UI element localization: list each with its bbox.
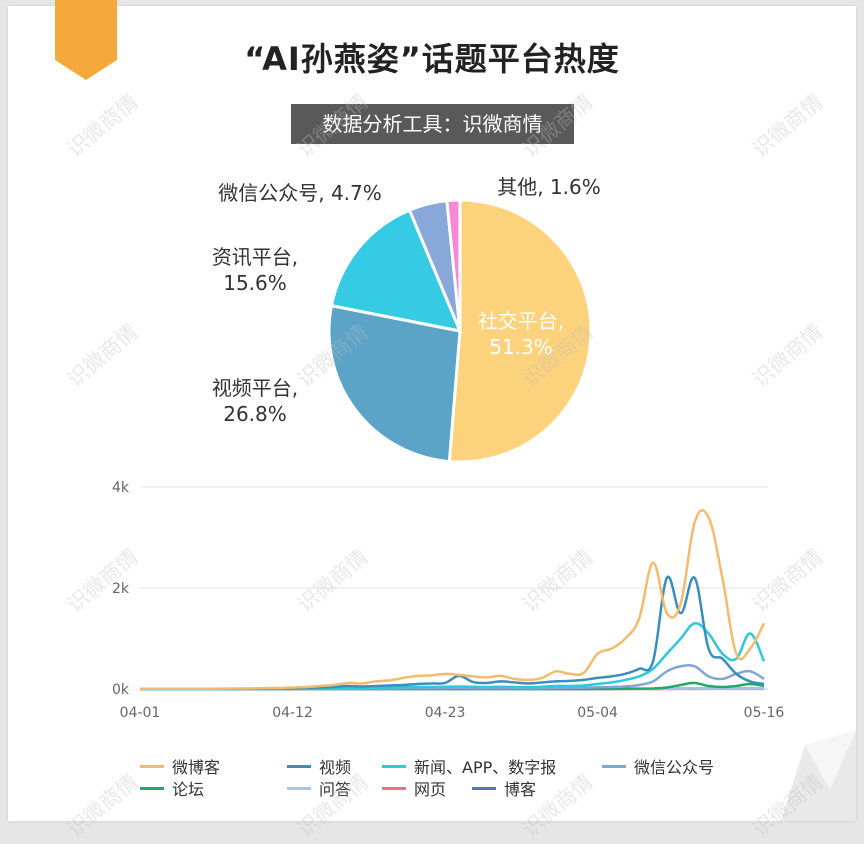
legend-swatch <box>287 765 311 768</box>
x-tick-label: 05-16 <box>744 705 785 721</box>
legend-swatch <box>472 787 496 790</box>
legend-item[interactable]: 网页 <box>382 776 446 800</box>
legend-item[interactable]: 问答 <box>287 776 351 800</box>
line-chart: 0k 2k 4k 04-01 04-12 04-23 05-04 05-16 <box>0 0 864 750</box>
x-tick-label: 04-12 <box>272 705 313 721</box>
series-line-0 <box>140 510 764 689</box>
legend-label: 微博客 <box>172 754 220 778</box>
legend-swatch <box>602 765 626 768</box>
legend-item[interactable]: 微博客 <box>140 754 220 778</box>
legend-item[interactable]: 博客 <box>472 776 536 800</box>
legend-label: 视频 <box>319 754 351 778</box>
legend-label: 博客 <box>504 776 536 800</box>
legend-swatch <box>140 787 164 790</box>
y-tick-label: 4k <box>112 480 130 496</box>
x-tick-label: 04-01 <box>120 705 161 721</box>
legend-item[interactable]: 新闻、APP、数字报 <box>382 754 556 778</box>
y-tick-label: 0k <box>112 682 130 698</box>
legend-item[interactable]: 微信公众号 <box>602 754 714 778</box>
legend-label: 网页 <box>414 776 446 800</box>
legend-swatch <box>382 787 406 790</box>
legend-swatch <box>382 765 406 768</box>
legend-label: 论坛 <box>172 776 204 800</box>
y-tick-label: 2k <box>112 581 130 597</box>
x-tick-label: 05-04 <box>577 705 618 721</box>
legend-item[interactable]: 论坛 <box>140 776 204 800</box>
legend-label: 新闻、APP、数字报 <box>414 754 556 778</box>
legend-label: 微信公众号 <box>634 754 714 778</box>
series-line-1 <box>140 577 764 689</box>
legend-item[interactable]: 视频 <box>287 754 351 778</box>
legend-label: 问答 <box>319 776 351 800</box>
legend-swatch <box>287 787 311 790</box>
x-tick-label: 04-23 <box>425 705 466 721</box>
legend-swatch <box>140 765 164 768</box>
